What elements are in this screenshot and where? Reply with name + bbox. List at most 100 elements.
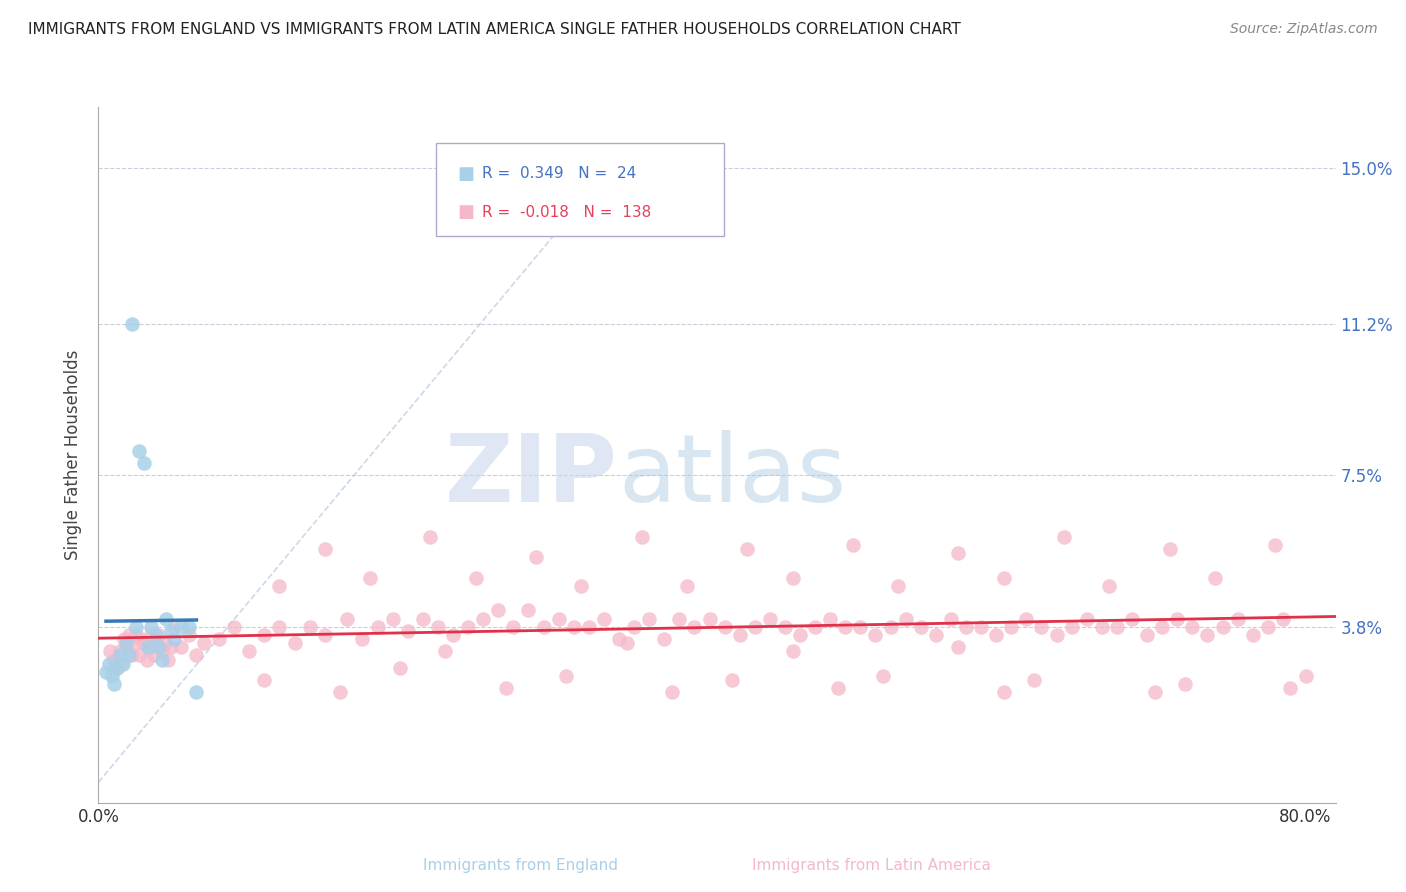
Point bbox=[253, 673, 276, 687]
Point bbox=[1015, 612, 1038, 626]
Point bbox=[208, 632, 231, 646]
Point bbox=[117, 628, 139, 642]
Point bbox=[1045, 628, 1067, 642]
Point bbox=[132, 636, 155, 650]
Point bbox=[329, 685, 352, 699]
Point bbox=[132, 456, 155, 470]
Point bbox=[630, 530, 652, 544]
Point bbox=[135, 652, 157, 666]
Point bbox=[948, 546, 970, 560]
Point bbox=[121, 648, 143, 663]
Point bbox=[699, 612, 721, 626]
Point bbox=[269, 620, 291, 634]
Point bbox=[170, 640, 193, 655]
Point bbox=[578, 620, 600, 634]
Point bbox=[143, 648, 166, 663]
Point bbox=[1271, 612, 1294, 626]
Point bbox=[683, 620, 706, 634]
Point bbox=[502, 620, 524, 634]
Point bbox=[472, 612, 495, 626]
Point bbox=[993, 571, 1015, 585]
Y-axis label: Single Father Households: Single Father Households bbox=[65, 350, 83, 560]
Point bbox=[412, 612, 434, 626]
Point bbox=[668, 612, 690, 626]
Point bbox=[105, 661, 128, 675]
Point bbox=[1091, 620, 1114, 634]
Point bbox=[1152, 620, 1174, 634]
Point bbox=[128, 443, 150, 458]
Point bbox=[879, 620, 901, 634]
Point bbox=[1022, 673, 1045, 687]
Point bbox=[138, 640, 160, 655]
Point bbox=[314, 542, 336, 557]
Point bbox=[1181, 620, 1204, 634]
Point bbox=[865, 628, 887, 642]
Point bbox=[186, 648, 208, 663]
Point bbox=[1204, 571, 1226, 585]
Point bbox=[555, 669, 578, 683]
Point bbox=[141, 620, 163, 634]
Point bbox=[713, 620, 735, 634]
Point bbox=[569, 579, 592, 593]
Point bbox=[562, 620, 585, 634]
Point bbox=[156, 652, 179, 666]
Point bbox=[1000, 620, 1022, 634]
Point bbox=[728, 628, 751, 642]
Point bbox=[125, 628, 148, 642]
Point bbox=[1053, 530, 1076, 544]
Text: atlas: atlas bbox=[619, 430, 846, 522]
Point bbox=[623, 620, 645, 634]
Point bbox=[1257, 620, 1279, 634]
Text: ■: ■ bbox=[457, 203, 474, 221]
Point bbox=[177, 628, 200, 642]
Point bbox=[153, 636, 176, 650]
Point bbox=[367, 620, 389, 634]
Point bbox=[495, 681, 517, 696]
Point bbox=[1197, 628, 1219, 642]
Point bbox=[948, 640, 970, 655]
Point bbox=[128, 648, 150, 663]
Text: R =  -0.018   N =  138: R = -0.018 N = 138 bbox=[482, 205, 651, 219]
Point bbox=[103, 677, 125, 691]
Point bbox=[457, 620, 479, 634]
Point bbox=[834, 620, 856, 634]
Point bbox=[150, 644, 173, 658]
Text: Immigrants from England: Immigrants from England bbox=[423, 858, 617, 872]
Text: Immigrants from Latin America: Immigrants from Latin America bbox=[752, 858, 991, 872]
Point bbox=[145, 628, 167, 642]
Point bbox=[1060, 620, 1083, 634]
Point bbox=[986, 628, 1008, 642]
Point bbox=[336, 612, 359, 626]
Point bbox=[389, 661, 412, 675]
Point bbox=[1105, 620, 1128, 634]
Point bbox=[593, 612, 616, 626]
Point bbox=[103, 652, 125, 666]
Point bbox=[517, 603, 540, 617]
Point bbox=[804, 620, 827, 634]
Point bbox=[112, 632, 135, 646]
Point bbox=[114, 640, 136, 655]
Point bbox=[1098, 579, 1121, 593]
Point bbox=[163, 632, 186, 646]
Point bbox=[150, 652, 173, 666]
Point bbox=[108, 648, 131, 663]
Point bbox=[1136, 628, 1159, 642]
Text: ■: ■ bbox=[457, 165, 474, 183]
Point bbox=[993, 685, 1015, 699]
Point bbox=[1121, 612, 1143, 626]
Point bbox=[155, 612, 177, 626]
Point bbox=[125, 620, 148, 634]
Point bbox=[1143, 685, 1166, 699]
Point bbox=[160, 640, 183, 655]
Point bbox=[314, 628, 336, 642]
Point bbox=[441, 628, 464, 642]
Point bbox=[298, 620, 321, 634]
Point bbox=[1031, 620, 1053, 634]
Point bbox=[177, 620, 200, 634]
Point bbox=[910, 620, 932, 634]
Point bbox=[129, 632, 152, 646]
Point bbox=[94, 665, 117, 679]
Point bbox=[101, 669, 124, 683]
Point bbox=[744, 620, 766, 634]
Point bbox=[145, 636, 167, 650]
